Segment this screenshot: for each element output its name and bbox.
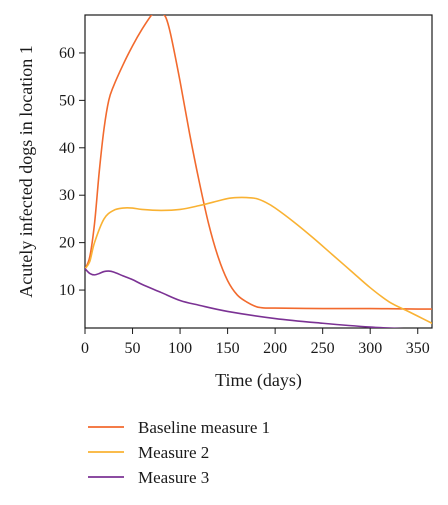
plot-frame <box>84 14 433 329</box>
x-tick-label: 200 <box>263 340 287 357</box>
series-line-2 <box>85 196 432 325</box>
x-tick-label: 0 <box>81 340 89 357</box>
y-tick-label: 10 <box>59 282 75 299</box>
x-axis-label: Time (days) <box>215 370 302 391</box>
y-axis: 10 20 30 40 50 60 <box>59 45 85 299</box>
series-line-3 <box>85 267 405 328</box>
y-tick-label: 50 <box>59 92 75 109</box>
x-tick-label: 300 <box>358 340 382 357</box>
y-tick-label: 40 <box>59 140 75 157</box>
legend-label-1: Baseline measure 1 <box>138 418 270 437</box>
y-tick-label: 30 <box>59 187 75 204</box>
legend-label-2: Measure 2 <box>138 443 209 462</box>
series-line-1 <box>85 15 432 310</box>
y-tick-label: 60 <box>59 45 75 62</box>
x-tick-label: 350 <box>406 340 430 357</box>
x-axis: 0 50 100 150 200 250 300 350 <box>81 328 430 357</box>
plot-area <box>84 14 433 329</box>
series-layer <box>85 15 432 328</box>
y-axis-label: Acutely infected dogs in location 1 <box>16 45 36 297</box>
x-tick-label: 250 <box>311 340 335 357</box>
x-tick-label: 100 <box>168 340 192 357</box>
legend: Baseline measure 1 Measure 2 Measure 3 <box>88 418 270 487</box>
y-tick-label: 20 <box>59 235 75 252</box>
legend-label-3: Measure 3 <box>138 468 209 487</box>
x-tick-label: 50 <box>125 340 141 357</box>
x-tick-label: 150 <box>216 340 240 357</box>
